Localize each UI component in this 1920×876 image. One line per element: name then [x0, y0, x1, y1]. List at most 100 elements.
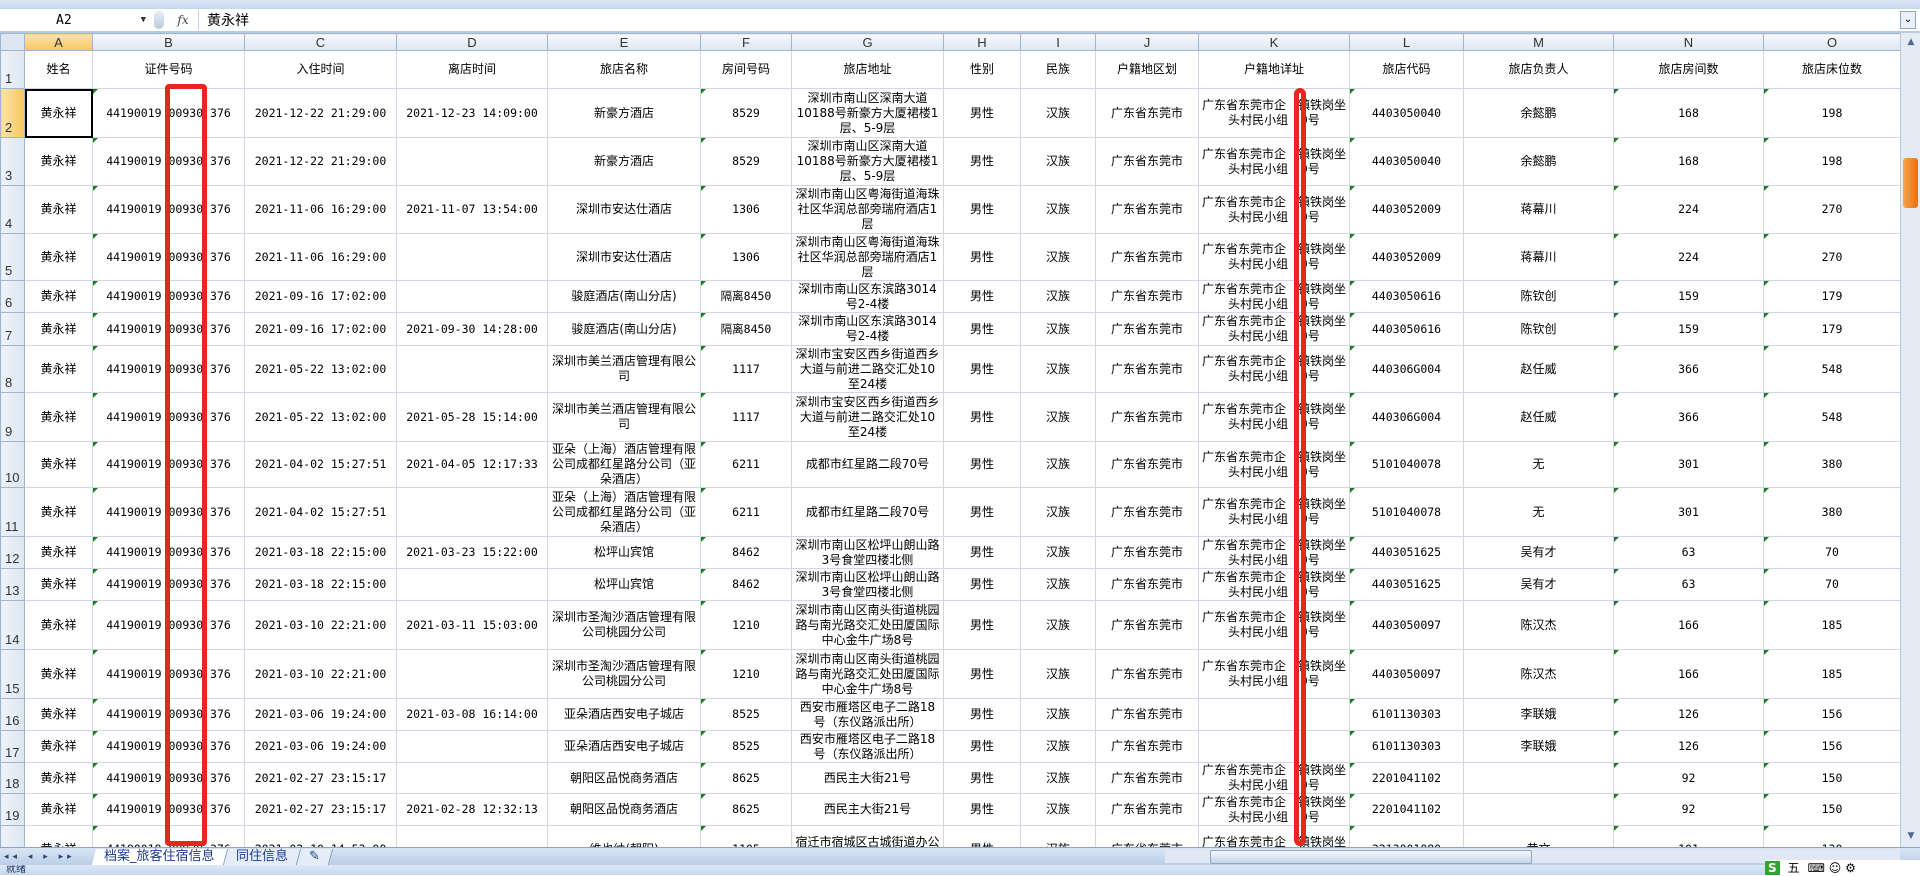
cell-B[interactable]: 44190019 00930 376	[92, 600, 245, 650]
cell-G[interactable]: 西安市雁塔区电子二路18号（东仪路派出所）	[791, 698, 944, 731]
cell-B[interactable]: 44190019 00930 376	[92, 649, 245, 699]
row-header[interactable]: 4	[0, 185, 25, 234]
column-header-M[interactable]: M	[1463, 33, 1614, 51]
cell-G[interactable]: 宿迁市宿城区古城街道办公大楼（地上北一层、地	[791, 825, 944, 847]
scroll-down-icon[interactable]: ▼	[1907, 831, 1915, 841]
header-cell[interactable]: 入住时间	[244, 50, 397, 89]
cell-D[interactable]: 2021-03-23 15:22:00	[396, 536, 548, 569]
row-header[interactable]: 10	[0, 441, 25, 488]
cell-L[interactable]: 6101130303	[1349, 730, 1464, 763]
cell-K[interactable]: 广东省东莞市企 镇铁岗坐头村民小组 0号	[1198, 825, 1350, 847]
cell-M[interactable]: 余懿鹏	[1463, 137, 1614, 186]
sheet-tab-guest-lodging[interactable]: 档案_旅客住宿信息	[91, 849, 228, 865]
cell-M[interactable]: 陈汉杰	[1463, 600, 1614, 650]
cell-O[interactable]: 185	[1763, 600, 1900, 650]
insert-function-icon[interactable]: fx	[168, 10, 199, 30]
cell-M[interactable]: 陈钦创	[1463, 312, 1614, 346]
cell-L[interactable]: 2201041102	[1349, 793, 1464, 826]
column-header-G[interactable]: G	[791, 33, 944, 51]
cell-L[interactable]: 4403050616	[1349, 280, 1464, 313]
cell-O[interactable]: 185	[1763, 649, 1900, 699]
cell-N[interactable]: 168	[1613, 88, 1764, 138]
cell-D[interactable]: 2021-12-23 14:09:00	[396, 88, 548, 138]
cell-C[interactable]: 2021-04-02 15:27:51	[244, 487, 397, 537]
column-header-K[interactable]: K	[1198, 33, 1350, 51]
cell-N[interactable]: 92	[1613, 762, 1764, 794]
cell-D[interactable]: 2021-09-30 14:28:00	[396, 312, 548, 346]
cell-J[interactable]: 广东省东莞市	[1095, 137, 1199, 186]
scrollbar-thumb[interactable]	[1903, 158, 1918, 208]
cell-G[interactable]: 深圳市南山区东滨路3014号2-4楼	[791, 280, 944, 313]
header-cell[interactable]: 离店时间	[396, 50, 548, 89]
cell-H[interactable]: 男性	[943, 600, 1021, 650]
cell-C[interactable]: 2021-11-06 16:29:00	[244, 233, 397, 281]
cell-G[interactable]: 深圳市南山区南头街道桃园路与南光路交汇处田厦国际中心金牛广场8号	[791, 600, 944, 650]
cell-I[interactable]: 汉族	[1020, 312, 1096, 346]
cell-F[interactable]: 1210	[700, 649, 792, 699]
cell-K[interactable]: 广东省东莞市企 镇铁岗坐头村民小组 0号	[1198, 345, 1350, 393]
cell-N[interactable]: 168	[1613, 137, 1764, 186]
cell-I[interactable]: 汉族	[1020, 233, 1096, 281]
cell-N[interactable]: 126	[1613, 730, 1764, 763]
cell-B[interactable]: 44190019 00930 376	[92, 793, 245, 826]
column-header-F[interactable]: F	[700, 33, 792, 51]
cell-B[interactable]: 44190019 00930 376	[92, 137, 245, 186]
cell-M[interactable]	[1463, 793, 1614, 826]
cell-O[interactable]: 198	[1763, 88, 1900, 138]
cell-A[interactable]: 黄永祥	[24, 793, 93, 826]
cell-O[interactable]: 548	[1763, 392, 1900, 442]
cell-K[interactable]: 广东省东莞市企 镇铁岗坐头村民小组 0号	[1198, 137, 1350, 186]
cell-B[interactable]: 44190019 00930 376	[92, 185, 245, 234]
cell-N[interactable]: 224	[1613, 233, 1764, 281]
cell-J[interactable]: 广东省东莞市	[1095, 392, 1199, 442]
cell-H[interactable]: 男性	[943, 185, 1021, 234]
name-box[interactable]: A2 ▼	[0, 10, 150, 30]
cell-C[interactable]: 2021-12-22 21:29:00	[244, 88, 397, 138]
cell-A[interactable]: 黄永祥	[24, 600, 93, 650]
cell-F[interactable]: 隔离8450	[700, 312, 792, 346]
cell-C[interactable]: 2021-03-10 22:21:00	[244, 600, 397, 650]
cell-C[interactable]: 2021-03-10 22:21:00	[244, 649, 397, 699]
cell-G[interactable]: 深圳市南山区粤海街道海珠社区华润总部旁瑞府酒店1层	[791, 185, 944, 234]
cell-F[interactable]: 8462	[700, 536, 792, 569]
cell-J[interactable]: 广东省东莞市	[1095, 345, 1199, 393]
cell-C[interactable]: 2021-02-27 23:15:17	[244, 762, 397, 794]
cell-H[interactable]: 男性	[943, 137, 1021, 186]
column-header-I[interactable]: I	[1020, 33, 1096, 51]
cell-A[interactable]: 黄永祥	[24, 825, 93, 847]
cell-O[interactable]: 179	[1763, 312, 1900, 346]
column-header-C[interactable]: C	[244, 33, 397, 51]
cell-I[interactable]: 汉族	[1020, 392, 1096, 442]
cell-J[interactable]: 广东省东莞市	[1095, 793, 1199, 826]
cell-B[interactable]: 44190019 00930 376	[92, 280, 245, 313]
cell-J[interactable]: 广东省东莞市	[1095, 568, 1199, 601]
header-cell[interactable]: 旅店地址	[791, 50, 944, 89]
scroll-up-icon[interactable]: ▲	[1907, 37, 1915, 47]
cell-J[interactable]: 广东省东莞市	[1095, 600, 1199, 650]
cell-E[interactable]: 亚朵（上海）酒店管理有限公司成都红星路分公司（亚朵酒店）	[547, 441, 701, 488]
formula-input[interactable]: 黄永祥	[207, 13, 249, 29]
cell-A[interactable]: 黄永祥	[24, 392, 93, 442]
cell-F[interactable]: 8625	[700, 762, 792, 794]
cell-E[interactable]: 新豪方酒店	[547, 137, 701, 186]
cell-G[interactable]: 深圳市南山区松坪山朗山路3号食堂四楼北侧	[791, 536, 944, 569]
row-header[interactable]: 13	[0, 568, 25, 601]
cell-D[interactable]: 2021-03-11 15:03:00	[396, 600, 548, 650]
cell-D[interactable]	[396, 825, 548, 847]
cell-H[interactable]: 男性	[943, 793, 1021, 826]
cell-N[interactable]: 224	[1613, 185, 1764, 234]
cell-D[interactable]	[396, 345, 548, 393]
header-cell[interactable]: 证件号码	[92, 50, 245, 89]
cell-K[interactable]: 广东省东莞市企 镇铁岗坐头村民小组 0号	[1198, 487, 1350, 537]
cell-C[interactable]: 2021-09-16 17:02:00	[244, 312, 397, 346]
cell-B[interactable]: 44190019 00930 376	[92, 441, 245, 488]
cell-A[interactable]: 黄永祥	[24, 312, 93, 346]
header-cell[interactable]: 旅店负责人	[1463, 50, 1614, 89]
cell-M[interactable]: 赵任威	[1463, 392, 1614, 442]
cell-G[interactable]: 西民主大街21号	[791, 762, 944, 794]
row-header[interactable]: 11	[0, 487, 25, 537]
header-cell[interactable]: 旅店房间数	[1613, 50, 1764, 89]
insert-sheet-icon[interactable]: ✎	[296, 849, 333, 865]
cell-A[interactable]: 黄永祥	[24, 441, 93, 488]
cell-B[interactable]: 44190019 00930 376	[92, 825, 245, 847]
